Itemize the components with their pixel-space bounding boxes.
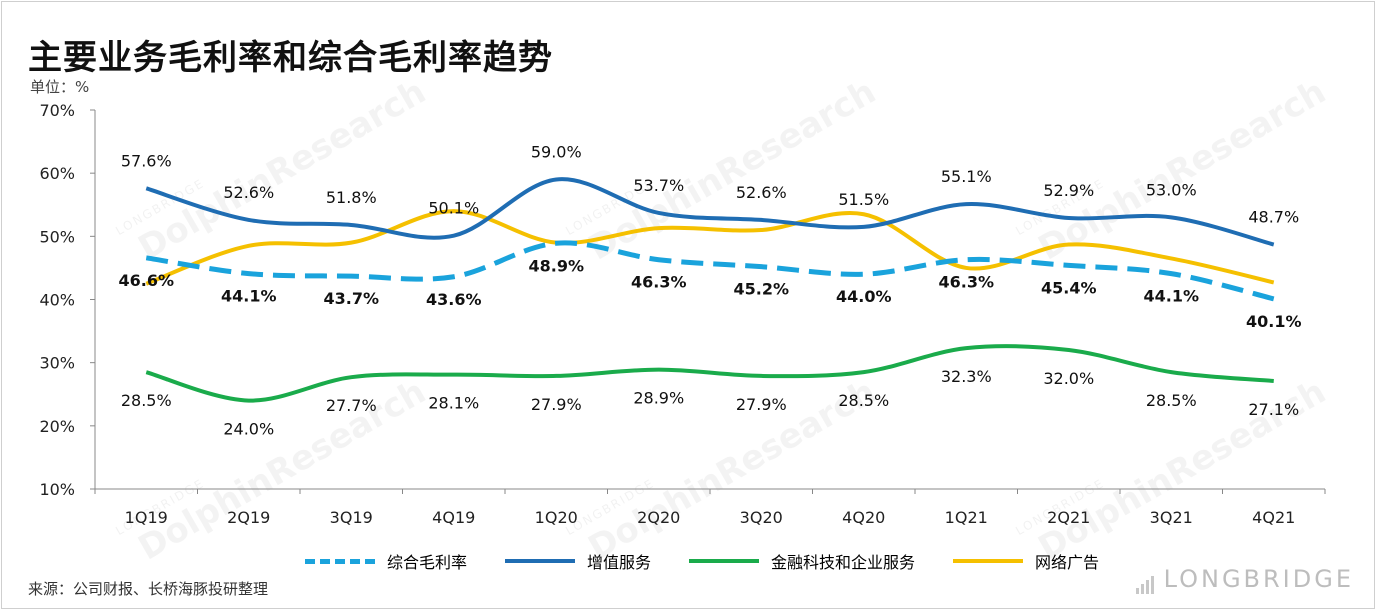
legend-item: 网络广告 — [953, 549, 1099, 573]
y-tick-label: 50% — [39, 227, 75, 246]
legend-label: 网络广告 — [1035, 553, 1100, 572]
x-tick-label: 3Q21 — [1150, 508, 1193, 527]
data-label: 44.1% — [221, 287, 277, 306]
data-label: 28.1% — [428, 394, 479, 413]
x-tick-label: 2Q19 — [227, 508, 270, 527]
series-line — [145, 177, 1275, 247]
data-label: 48.9% — [528, 256, 584, 275]
data-label: 27.1% — [1248, 400, 1299, 419]
series-line — [145, 344, 1274, 403]
data-label: 46.6% — [118, 271, 174, 290]
data-label: 40.1% — [1246, 312, 1302, 331]
legend: 综合毛利率 增值服务 金融科技和企业服务 网络广告 — [305, 549, 1137, 573]
legend-item: 增值服务 — [505, 549, 651, 573]
x-tick-label: 4Q21 — [1252, 508, 1295, 527]
data-label: 27.9% — [736, 395, 787, 414]
series-line — [145, 240, 1275, 302]
unit-label: 单位：% — [30, 78, 90, 96]
data-label: 53.7% — [633, 176, 684, 195]
y-tick-label: 70% — [39, 101, 75, 120]
data-label: 51.5% — [838, 190, 889, 209]
data-label: 45.4% — [1041, 278, 1097, 297]
series-line — [145, 209, 1275, 286]
data-label: 28.5% — [838, 391, 889, 410]
data-label: 32.0% — [1043, 369, 1094, 388]
chart-title: 主要业务毛利率和综合毛利率趋势 — [28, 38, 553, 78]
data-label: 50.1% — [428, 199, 479, 218]
data-label: 44.1% — [1143, 287, 1199, 306]
data-label: 52.6% — [736, 183, 787, 202]
data-label: 46.3% — [631, 273, 687, 292]
data-label: 27.7% — [326, 396, 377, 415]
data-label: 43.7% — [323, 289, 379, 308]
brand-logo: LONGBRIDGE — [1135, 565, 1354, 594]
data-label: 45.2% — [733, 280, 789, 299]
brand-text: LONGBRIDGE — [1163, 565, 1354, 593]
data-label: 44.0% — [836, 287, 892, 306]
legend-label: 综合毛利率 — [387, 553, 468, 572]
data-label: 53.0% — [1146, 180, 1197, 199]
x-tick-label: 1Q20 — [535, 508, 578, 527]
legend-swatch — [305, 558, 375, 564]
x-tick-label: 1Q19 — [125, 508, 168, 527]
x-tick-label: 1Q21 — [945, 508, 988, 527]
legend-item: 金融科技和企业服务 — [689, 549, 915, 573]
legend-label: 金融科技和企业服务 — [771, 553, 916, 572]
y-tick-label: 60% — [39, 164, 75, 183]
data-label: 46.3% — [938, 273, 994, 292]
x-tick-label: 3Q20 — [740, 508, 783, 527]
data-label: 28.5% — [121, 391, 172, 410]
y-tick-label: 40% — [39, 291, 75, 310]
legend-swatch — [505, 559, 576, 563]
data-label: 57.6% — [121, 151, 172, 170]
data-label: 55.1% — [941, 167, 992, 186]
legend-label: 增值服务 — [587, 553, 652, 572]
data-label: 52.6% — [223, 183, 274, 202]
data-label: 32.3% — [941, 367, 992, 386]
data-label: 28.9% — [633, 389, 684, 408]
brand-bars-icon — [1135, 566, 1156, 594]
y-tick-label: 20% — [39, 417, 75, 436]
y-tick-label: 10% — [39, 480, 75, 499]
source-note: 来源：公司财报、长桥海豚投研整理 — [28, 580, 269, 598]
legend-swatch — [689, 559, 760, 563]
data-label: 27.9% — [531, 395, 582, 414]
data-label: 24.0% — [223, 420, 274, 439]
data-label: 51.8% — [326, 188, 377, 207]
x-tick-label: 3Q19 — [330, 508, 373, 527]
x-tick-label: 4Q19 — [432, 508, 475, 527]
x-tick-label: 2Q21 — [1047, 508, 1090, 527]
legend-item: 综合毛利率 — [305, 549, 467, 573]
data-label: 59.0% — [531, 142, 582, 161]
y-tick-label: 30% — [39, 354, 75, 373]
data-label: 28.5% — [1146, 391, 1197, 410]
x-tick-label: 4Q20 — [842, 508, 885, 527]
data-label: 52.9% — [1043, 181, 1094, 200]
legend-swatch — [953, 559, 1024, 563]
x-tick-label: 2Q20 — [637, 508, 680, 527]
data-label: 43.6% — [426, 290, 482, 309]
data-label: 48.7% — [1248, 208, 1299, 227]
